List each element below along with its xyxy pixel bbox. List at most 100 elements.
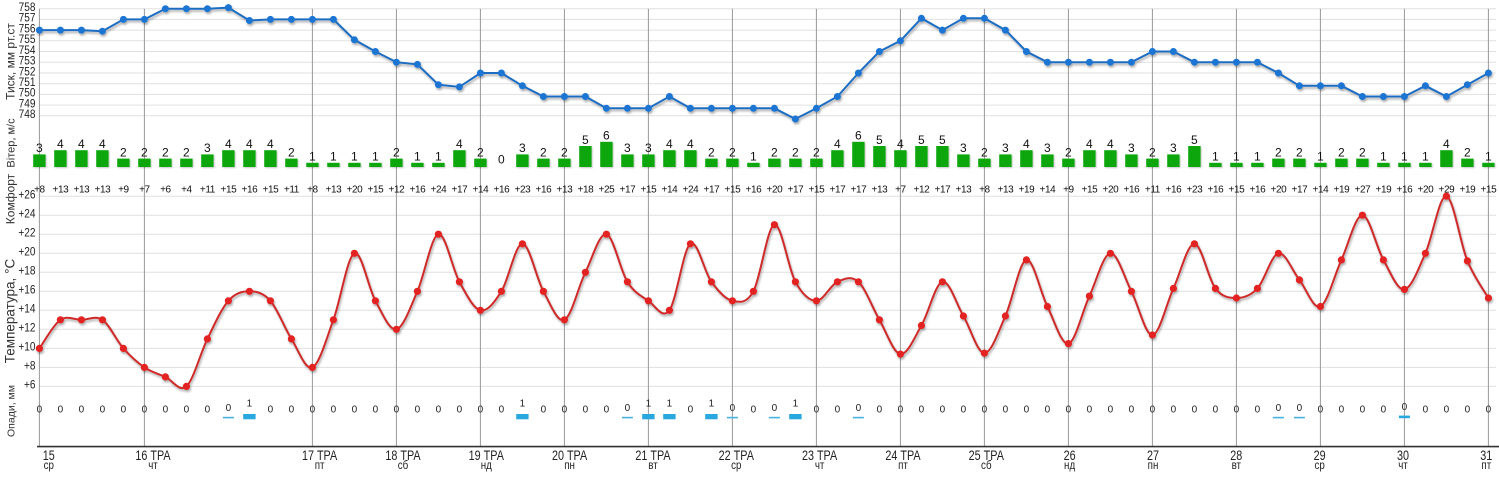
svg-text:+15: +15 — [221, 184, 238, 195]
svg-text:4: 4 — [456, 137, 463, 151]
svg-text:4: 4 — [267, 137, 274, 151]
svg-text:1: 1 — [646, 399, 652, 410]
svg-text:+20: +20 — [1271, 184, 1288, 195]
svg-text:чт: чт — [1398, 460, 1408, 473]
svg-text:20 ТРА: 20 ТРА — [552, 448, 588, 463]
svg-text:+13: +13 — [998, 184, 1015, 195]
svg-text:+13: +13 — [956, 184, 973, 195]
svg-text:0: 0 — [498, 153, 505, 167]
svg-text:сб: сб — [398, 460, 408, 473]
svg-text:2: 2 — [1464, 145, 1471, 159]
svg-text:ср: ср — [731, 460, 741, 473]
svg-text:0: 0 — [352, 404, 358, 415]
svg-text:0: 0 — [478, 404, 484, 415]
svg-text:+18: +18 — [578, 184, 595, 195]
svg-text:вт: вт — [648, 460, 658, 473]
svg-text:5: 5 — [918, 133, 925, 147]
svg-text:3: 3 — [624, 141, 631, 155]
svg-text:+19: +19 — [1376, 184, 1393, 195]
svg-text:1: 1 — [372, 150, 379, 164]
svg-text:0: 0 — [856, 403, 862, 414]
svg-text:+26: +26 — [18, 189, 35, 202]
svg-text:1: 1 — [1380, 150, 1387, 164]
svg-text:+20: +20 — [1103, 184, 1120, 195]
svg-text:+14: +14 — [473, 184, 490, 195]
svg-text:1: 1 — [351, 150, 358, 164]
svg-text:0: 0 — [730, 403, 736, 414]
svg-text:+19: +19 — [1460, 184, 1477, 195]
svg-text:0: 0 — [625, 403, 631, 414]
svg-text:4: 4 — [897, 137, 904, 151]
svg-text:4: 4 — [57, 137, 64, 151]
svg-text:2: 2 — [288, 145, 295, 159]
svg-text:0: 0 — [1402, 402, 1408, 413]
svg-text:0: 0 — [1255, 404, 1261, 415]
svg-text:+29: +29 — [1439, 184, 1456, 195]
svg-text:1: 1 — [309, 150, 316, 164]
svg-text:1: 1 — [330, 150, 337, 164]
svg-text:+13: +13 — [872, 184, 889, 195]
svg-text:4: 4 — [246, 137, 253, 151]
svg-text:0: 0 — [1360, 404, 1366, 415]
svg-text:758: 758 — [19, 1, 36, 14]
svg-text:+13: +13 — [53, 184, 70, 195]
svg-text:+23: +23 — [1187, 184, 1204, 195]
svg-text:0: 0 — [205, 404, 211, 415]
svg-text:28: 28 — [1230, 448, 1242, 463]
svg-text:ср: ср — [1314, 460, 1324, 473]
svg-text:4: 4 — [225, 137, 232, 151]
svg-text:0: 0 — [562, 404, 568, 415]
svg-text:0: 0 — [1276, 403, 1282, 414]
svg-text:1: 1 — [1422, 150, 1429, 164]
svg-text:0: 0 — [751, 404, 757, 415]
svg-text:Вітер, м/с: Вітер, м/с — [6, 118, 18, 168]
svg-text:3: 3 — [645, 141, 652, 155]
svg-text:+11: +11 — [200, 184, 216, 195]
svg-text:+6: +6 — [24, 379, 35, 392]
svg-text:+17: +17 — [788, 184, 805, 195]
svg-text:3: 3 — [204, 141, 211, 155]
svg-text:0: 0 — [457, 404, 463, 415]
svg-text:+15: +15 — [641, 184, 658, 195]
svg-text:+11: +11 — [1145, 184, 1161, 195]
svg-text:0: 0 — [142, 404, 148, 415]
svg-text:0: 0 — [394, 404, 400, 415]
svg-text:4: 4 — [1443, 137, 1450, 151]
svg-text:2: 2 — [561, 145, 568, 159]
svg-text:0: 0 — [226, 403, 232, 414]
svg-text:1: 1 — [1317, 150, 1324, 164]
svg-text:0: 0 — [898, 404, 904, 415]
svg-text:3: 3 — [960, 141, 967, 155]
svg-text:0: 0 — [1339, 404, 1345, 415]
svg-text:4: 4 — [1023, 137, 1030, 151]
svg-text:0: 0 — [415, 404, 421, 415]
svg-text:0: 0 — [1129, 404, 1135, 415]
svg-text:5: 5 — [876, 133, 883, 147]
svg-text:+17: +17 — [452, 184, 469, 195]
svg-text:0: 0 — [940, 404, 946, 415]
svg-text:0: 0 — [604, 404, 610, 415]
svg-text:5: 5 — [582, 133, 589, 147]
svg-text:0: 0 — [79, 404, 85, 415]
svg-text:2: 2 — [729, 145, 736, 159]
svg-text:3: 3 — [519, 141, 526, 155]
svg-text:0: 0 — [373, 404, 379, 415]
svg-text:1: 1 — [435, 150, 442, 164]
svg-text:+12: +12 — [914, 184, 931, 195]
svg-text:Опади, мм: Опади, мм — [6, 385, 18, 437]
svg-text:0: 0 — [1234, 404, 1240, 415]
svg-text:0: 0 — [310, 404, 316, 415]
svg-text:1: 1 — [520, 399, 526, 410]
svg-text:пт: пт — [1481, 460, 1491, 473]
svg-text:+22: +22 — [18, 227, 35, 240]
svg-text:+20: +20 — [347, 184, 364, 195]
svg-text:+15: +15 — [1082, 184, 1099, 195]
svg-text:1: 1 — [1401, 150, 1408, 164]
svg-text:+11: +11 — [284, 184, 300, 195]
svg-text:751: 751 — [19, 76, 36, 89]
svg-text:+9: +9 — [1063, 184, 1074, 195]
svg-text:+15: +15 — [368, 184, 385, 195]
svg-text:2: 2 — [813, 145, 820, 159]
svg-text:+8: +8 — [307, 184, 318, 195]
svg-text:1: 1 — [1485, 150, 1492, 164]
